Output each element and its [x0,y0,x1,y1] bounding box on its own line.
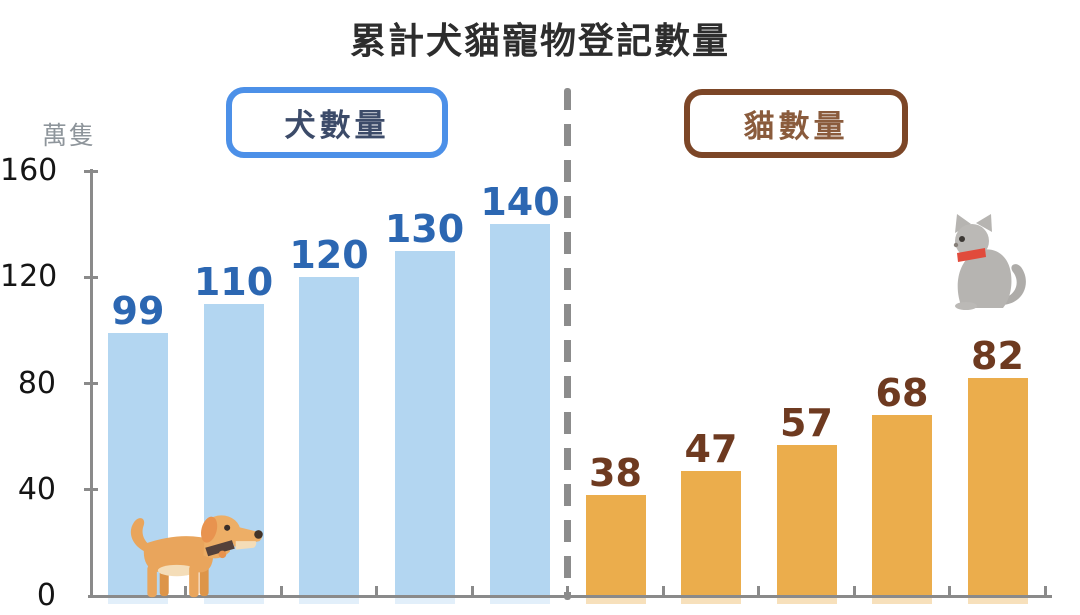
y-axis-unit-label: 萬隻 [42,121,97,150]
x-axis-tick-mark [470,586,474,596]
y-axis-tick-mark [84,169,98,173]
y-axis-tick-mark [84,275,98,279]
x-axis-tick-mark [184,586,188,596]
dog-value-label: 99 [111,289,165,334]
dog-value-label: 120 [289,233,369,278]
y-axis-tick-label: 120 [0,259,58,295]
dog-icon [130,515,263,598]
cat-bar [967,378,1028,604]
x-axis-tick-mark [757,586,761,596]
cat-bar [872,415,932,604]
series-divider-dashed-line [564,88,571,600]
dog-bar [490,224,550,604]
x-axis-tick-mark [948,586,952,596]
cat-value-label: 47 [684,427,738,472]
x-axis-tick-mark [852,586,856,596]
x-axis-tick-mark [661,586,665,596]
x-axis-tick-mark [279,586,283,596]
cat-value-label: 38 [589,451,642,496]
y-axis-tick-label: 0 [36,578,56,613]
cat-value-label: 57 [780,400,833,445]
axis-baseline-fade [0,598,1080,615]
y-axis-tick-mark [84,382,98,385]
y-axis-tick-label: 80 [17,365,56,401]
cat-bar [585,495,646,604]
cat-value-label: 68 [875,371,929,416]
x-axis-tick-mark [1043,586,1047,596]
dog-bar [394,250,455,604]
cat-value-label: 82 [971,334,1024,379]
cat-bar [681,471,741,604]
cat-series-legend-label: 貓數量 [743,109,849,145]
y-axis-tick-label: 40 [17,471,56,507]
dog-series-legend-label: 犬數量 [284,108,390,144]
y-axis-tick-label: 160 [0,153,58,188]
dog-value-label: 110 [193,259,274,304]
dog-bar [299,277,359,604]
chart-title: 累計犬貓寵物登記數量 [349,21,730,62]
dog-value-label: 130 [384,206,465,251]
cat-series-legend: 貓數量 [684,89,908,158]
y-axis-tick-mark [84,488,98,492]
cat-icon [953,214,1026,310]
dog-series-legend: 犬數量 [226,87,448,158]
cat-bar [776,444,837,604]
x-axis-tick-mark [375,586,379,596]
dog-value-label: 140 [480,180,560,225]
